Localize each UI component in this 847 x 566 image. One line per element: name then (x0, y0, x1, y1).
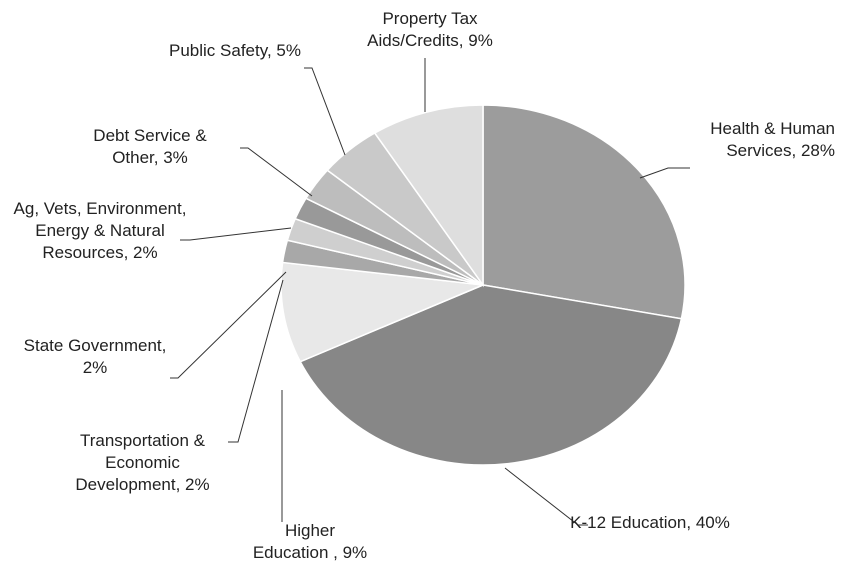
leader-line (228, 279, 284, 443)
pie-slice (299, 284, 683, 466)
slice-label: Transportation & Economic Development, 2… (75, 431, 210, 494)
slice-label: Property Tax Aids/Credits, 9% (367, 9, 493, 50)
slice-label: Higher Education , 9% (252, 521, 368, 562)
slice-label: Ag, Vets, Environment, Energy & Natural … (13, 199, 187, 262)
leader-line (639, 167, 690, 179)
slice-label: Health & Human Services, 28% (710, 119, 835, 160)
pie-slice (373, 104, 484, 288)
slice-label: Debt Service & Other, 3% (93, 126, 207, 167)
slice-label: Public Safety, 5% (169, 41, 301, 60)
leader-line (304, 67, 346, 156)
leader-line (170, 271, 287, 379)
slice-label: K-12 Education, 40% (570, 513, 730, 532)
pie-slice (280, 261, 486, 363)
leader-line (240, 147, 313, 197)
leader-line (504, 467, 588, 526)
leader-line (180, 227, 292, 241)
slice-label: State Government, 2% (23, 336, 167, 377)
pie-slice (482, 104, 686, 320)
